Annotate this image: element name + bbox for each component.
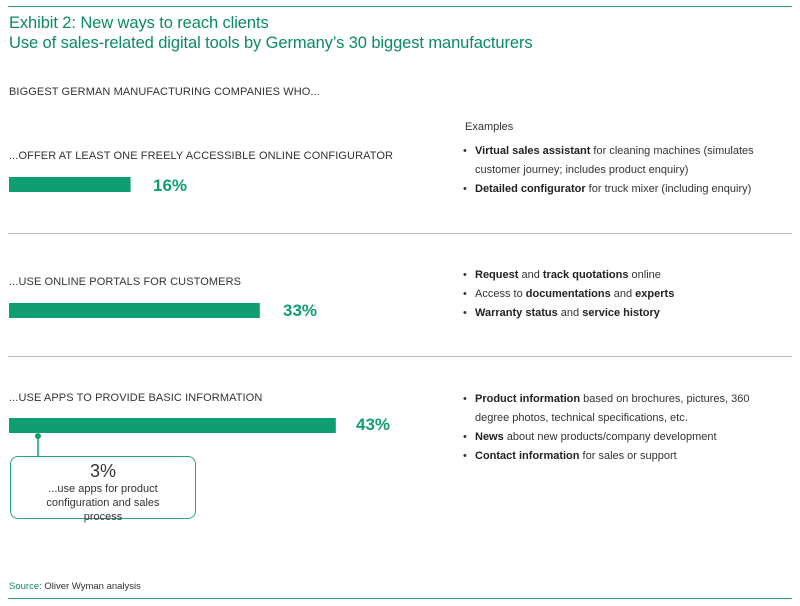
example-item: Product information based on brochures, … — [463, 390, 775, 428]
source-text: Oliver Wyman analysis — [41, 581, 141, 592]
example-item: Contact information for sales or support — [463, 447, 775, 466]
row-label-configurator: ...OFFER AT LEAST ONE FREELY ACCESSIBLE … — [9, 150, 394, 162]
value-label-configurator: 16% — [153, 176, 188, 195]
example-item: Access to documentations and experts — [463, 285, 674, 304]
examples-list-configurator: Virtual sales assistant for cleaning mac… — [463, 142, 775, 199]
top-rule — [8, 6, 792, 7]
callout-box: 3% ...use apps for product configuration… — [10, 456, 196, 523]
row-label-apps: ...USE APPS TO PROVIDE BASIC INFORMATION — [9, 392, 263, 404]
bar-apps — [9, 418, 336, 433]
value-label-portals: 33% — [283, 301, 318, 320]
bottom-rule — [8, 598, 792, 599]
bar-configurator — [9, 177, 131, 192]
callout-text: ...use apps for product configuration an… — [46, 483, 160, 523]
row-divider — [8, 233, 792, 234]
value-label-apps: 43% — [356, 415, 391, 434]
examples-list-apps: Product information based on brochures, … — [463, 390, 775, 466]
example-item: Request and track quotations online — [463, 266, 674, 285]
callout-value: 3% — [89, 461, 116, 481]
examples-list-portals: Request and track quotations online Acce… — [463, 266, 674, 323]
row-divider — [8, 356, 792, 357]
row-label-portals: ...USE ONLINE PORTALS FOR CUSTOMERS — [9, 276, 242, 288]
example-item: Detailed configurator for truck mixer (i… — [463, 180, 775, 199]
example-item: News about new products/company developm… — [463, 428, 775, 447]
example-item: Virtual sales assistant for cleaning mac… — [463, 142, 775, 180]
section-heading: BIGGEST GERMAN MANUFACTURING COMPANIES W… — [9, 86, 320, 98]
examples-heading: Examples — [465, 121, 514, 133]
example-item: Warranty status and service history — [463, 304, 674, 323]
chart-title: Exhibit 2: New ways to reach clients — [9, 14, 269, 32]
title-block: Exhibit 2: New ways to reach clients Use… — [9, 13, 533, 53]
source-label: Source: — [9, 581, 42, 592]
bar-portals — [9, 303, 260, 318]
chart-subtitle: Use of sales-related digital tools by Ge… — [9, 34, 533, 52]
source-note: Source: Oliver Wyman analysis — [9, 581, 141, 592]
